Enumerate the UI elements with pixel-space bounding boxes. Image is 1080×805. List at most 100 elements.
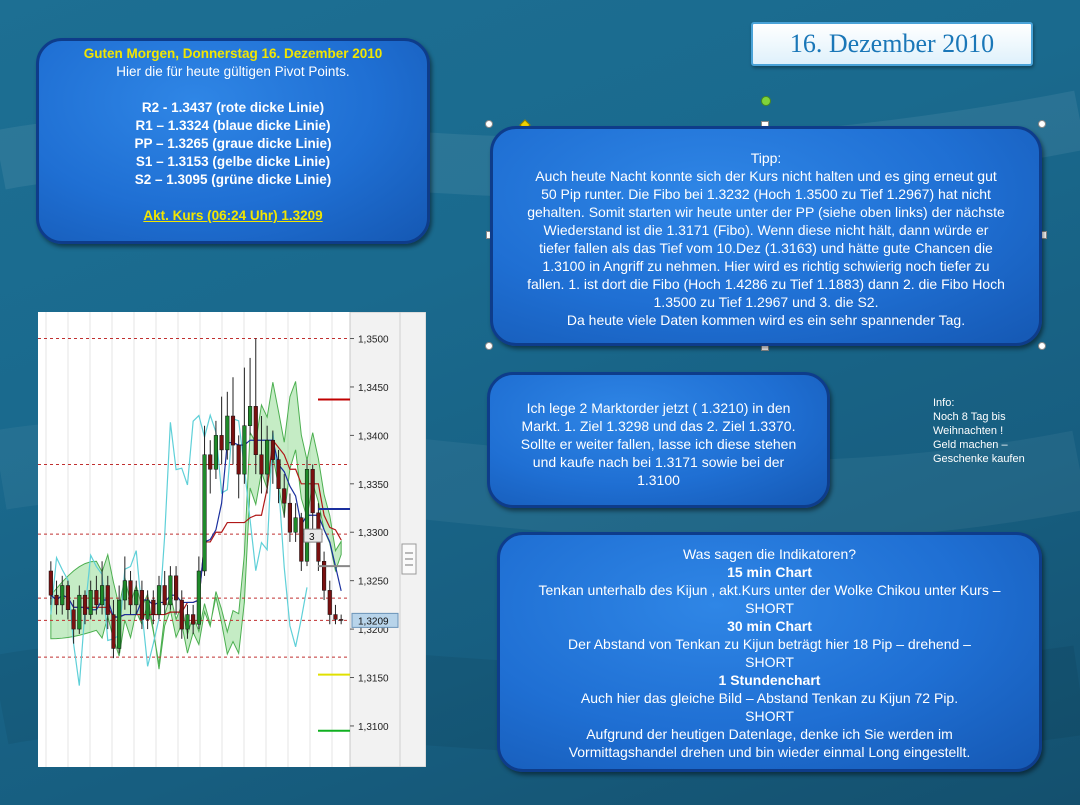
info-note: Info: Noch 8 Tag bis Weihnachten ! Geld … xyxy=(933,396,1053,466)
chart-canvas: 1,3500 1,3450 1,3400 1,3350 1,3300 1,3250 1,32… xyxy=(38,311,427,768)
info-line: Noch 8 Tag bis xyxy=(933,411,1006,423)
info-line: Info: xyxy=(933,397,955,409)
section-title: 15 min Chart xyxy=(727,564,812,580)
candle-body xyxy=(117,599,122,649)
candle-body xyxy=(287,502,292,533)
chikou-line xyxy=(50,413,308,686)
candle-body xyxy=(48,570,53,596)
candle-body xyxy=(128,580,133,606)
tip-line: Auch heute Nacht konnte sich der Kurs ni… xyxy=(535,168,997,184)
price-axis-panel xyxy=(349,311,427,768)
section-signal: SHORT xyxy=(745,600,794,616)
pivot-level-s1: S1 – 1.3153 (gelbe dicke Linie) xyxy=(135,154,331,169)
candle-body xyxy=(293,517,298,533)
greeting-text: Guten Morgen, Donnerstag 16. Dezember 20… xyxy=(83,46,383,61)
candle-body xyxy=(282,488,287,504)
current-price: Akt. Kurs (06:24 Uhr) 1.3209 xyxy=(143,208,323,223)
price-tag-label: 1,3209 xyxy=(358,616,389,627)
info-line: Geld machen – xyxy=(933,439,1008,451)
rotate-handle[interactable] xyxy=(761,96,771,106)
order-line: und kaufe nach bei 1.3171 sowie bei der xyxy=(532,454,785,470)
candle-body xyxy=(168,575,173,606)
y-tick-label: 1,3500 xyxy=(358,335,389,346)
section-title: 30 min Chart xyxy=(727,618,812,634)
candle-body xyxy=(242,425,247,475)
candle-body xyxy=(100,585,105,606)
tip-line: 1.3100 in Angriff zu nehmen. Hier wird e… xyxy=(542,258,990,274)
candle-body xyxy=(82,594,88,615)
tip-line: Da heute viele Daten kommen wird es ein … xyxy=(566,312,966,328)
tip-line: 1.3500 zu Tief 1.2967 und 3. die S2. xyxy=(653,294,879,310)
candle-body xyxy=(236,444,241,475)
price-tag-box xyxy=(351,612,399,628)
y-tick-label: 1,3300 xyxy=(358,528,389,539)
info-line: Weihnachten ! xyxy=(933,425,1004,437)
pivot-points-box: Guten Morgen, Donnerstag 16. Dezember 20… xyxy=(36,38,430,244)
section-signal: SHORT xyxy=(745,708,794,724)
candle-body xyxy=(185,614,190,630)
tenkan-line xyxy=(50,439,342,618)
candle-body xyxy=(225,415,230,451)
candle-body xyxy=(139,590,144,620)
candle-body xyxy=(230,415,236,446)
candle-body xyxy=(162,585,167,606)
order-line: Sollte er weiter fallen, lasse ich diese… xyxy=(520,436,797,452)
candle-body xyxy=(333,614,338,620)
candle-body xyxy=(202,454,207,572)
y-tick-label: 1,3250 xyxy=(358,577,389,588)
candle-body xyxy=(248,406,253,426)
y-tick-label: 1,3200 xyxy=(358,625,389,636)
ichimoku-chart[interactable]: 1,3500 1,3450 1,3400 1,3350 1,3300 1,3250 1,32… xyxy=(38,311,427,768)
candle-body xyxy=(122,580,127,601)
conclusion-line: Aufgrund der heutigen Datenlage, denke i… xyxy=(586,726,953,742)
order-box: Ich lege 2 Marktorder jetzt ( 1.3210) in… xyxy=(487,372,830,508)
tip-line: Tipp: xyxy=(750,150,782,166)
candle-body xyxy=(327,590,332,615)
candle-body xyxy=(276,459,281,489)
marker-box xyxy=(303,528,323,543)
selection-handle[interactable] xyxy=(485,120,493,128)
candle-body xyxy=(134,590,139,606)
selection-handle[interactable] xyxy=(1038,342,1046,350)
candle-body xyxy=(299,517,304,562)
order-line: Ich lege 2 Marktorder jetzt ( 1.3210) in… xyxy=(526,400,791,416)
selection-handle[interactable] xyxy=(1038,120,1046,128)
tip-line: 50 Pip runter. Die Fibo bei 1.3232 (Hoch… xyxy=(541,186,991,202)
section-text: Der Abstand von Tenkan zu Kijun beträgt … xyxy=(568,636,971,652)
pivot-level-r2: R2 - 1.3437 (rote dicke Linie) xyxy=(141,100,325,115)
tip-box[interactable]: Tipp: Auch heute Nacht konnte sich der K… xyxy=(490,126,1042,346)
indicator-box: Was sagen die Indikatoren? 15 min Chart … xyxy=(497,532,1042,772)
candle-body xyxy=(322,561,327,591)
pivot-intro: Hier die für heute gültigen Pivot Points… xyxy=(116,64,350,79)
candle-body xyxy=(208,454,213,470)
candle-body xyxy=(54,594,59,606)
candle-body xyxy=(156,585,162,615)
order-line: 1.3100 xyxy=(637,472,680,488)
pivot-level-r1: R1 – 1.3324 (blaue dicke Linie) xyxy=(135,118,331,133)
tip-line: fallen. 1. ist dort die Fibo (Hoch 1.428… xyxy=(527,276,1005,292)
y-tick-label: 1,3450 xyxy=(358,383,389,394)
section-title: 1 Stundenchart xyxy=(718,672,821,688)
candle-body xyxy=(71,609,76,630)
candle-body xyxy=(65,585,70,610)
tip-line: gehalten. Somit starten wir heute unter … xyxy=(527,204,1005,220)
candle-body xyxy=(179,599,184,630)
candle-body xyxy=(145,599,150,620)
section-signal: SHORT xyxy=(745,654,794,670)
conclusion-line: Vormittagshandel drehen und bin wieder e… xyxy=(568,744,971,760)
candle-body xyxy=(339,619,344,621)
candle-body xyxy=(253,406,258,456)
candle-body xyxy=(270,439,275,460)
candle-body xyxy=(191,614,196,625)
candle-body xyxy=(219,435,224,451)
candle-body xyxy=(94,590,99,606)
candle-body xyxy=(60,585,65,606)
candle-body xyxy=(77,594,82,630)
pivot-level-pp: PP – 1.3265 (graue dicke Linie) xyxy=(134,136,332,151)
selection-handle[interactable] xyxy=(485,342,493,350)
indicator-question: Was sagen die Indikatoren? xyxy=(682,546,857,562)
marker-label: 3 xyxy=(309,532,315,543)
candle-body xyxy=(310,469,315,514)
candle-body xyxy=(196,570,201,625)
candle-body xyxy=(88,590,93,615)
